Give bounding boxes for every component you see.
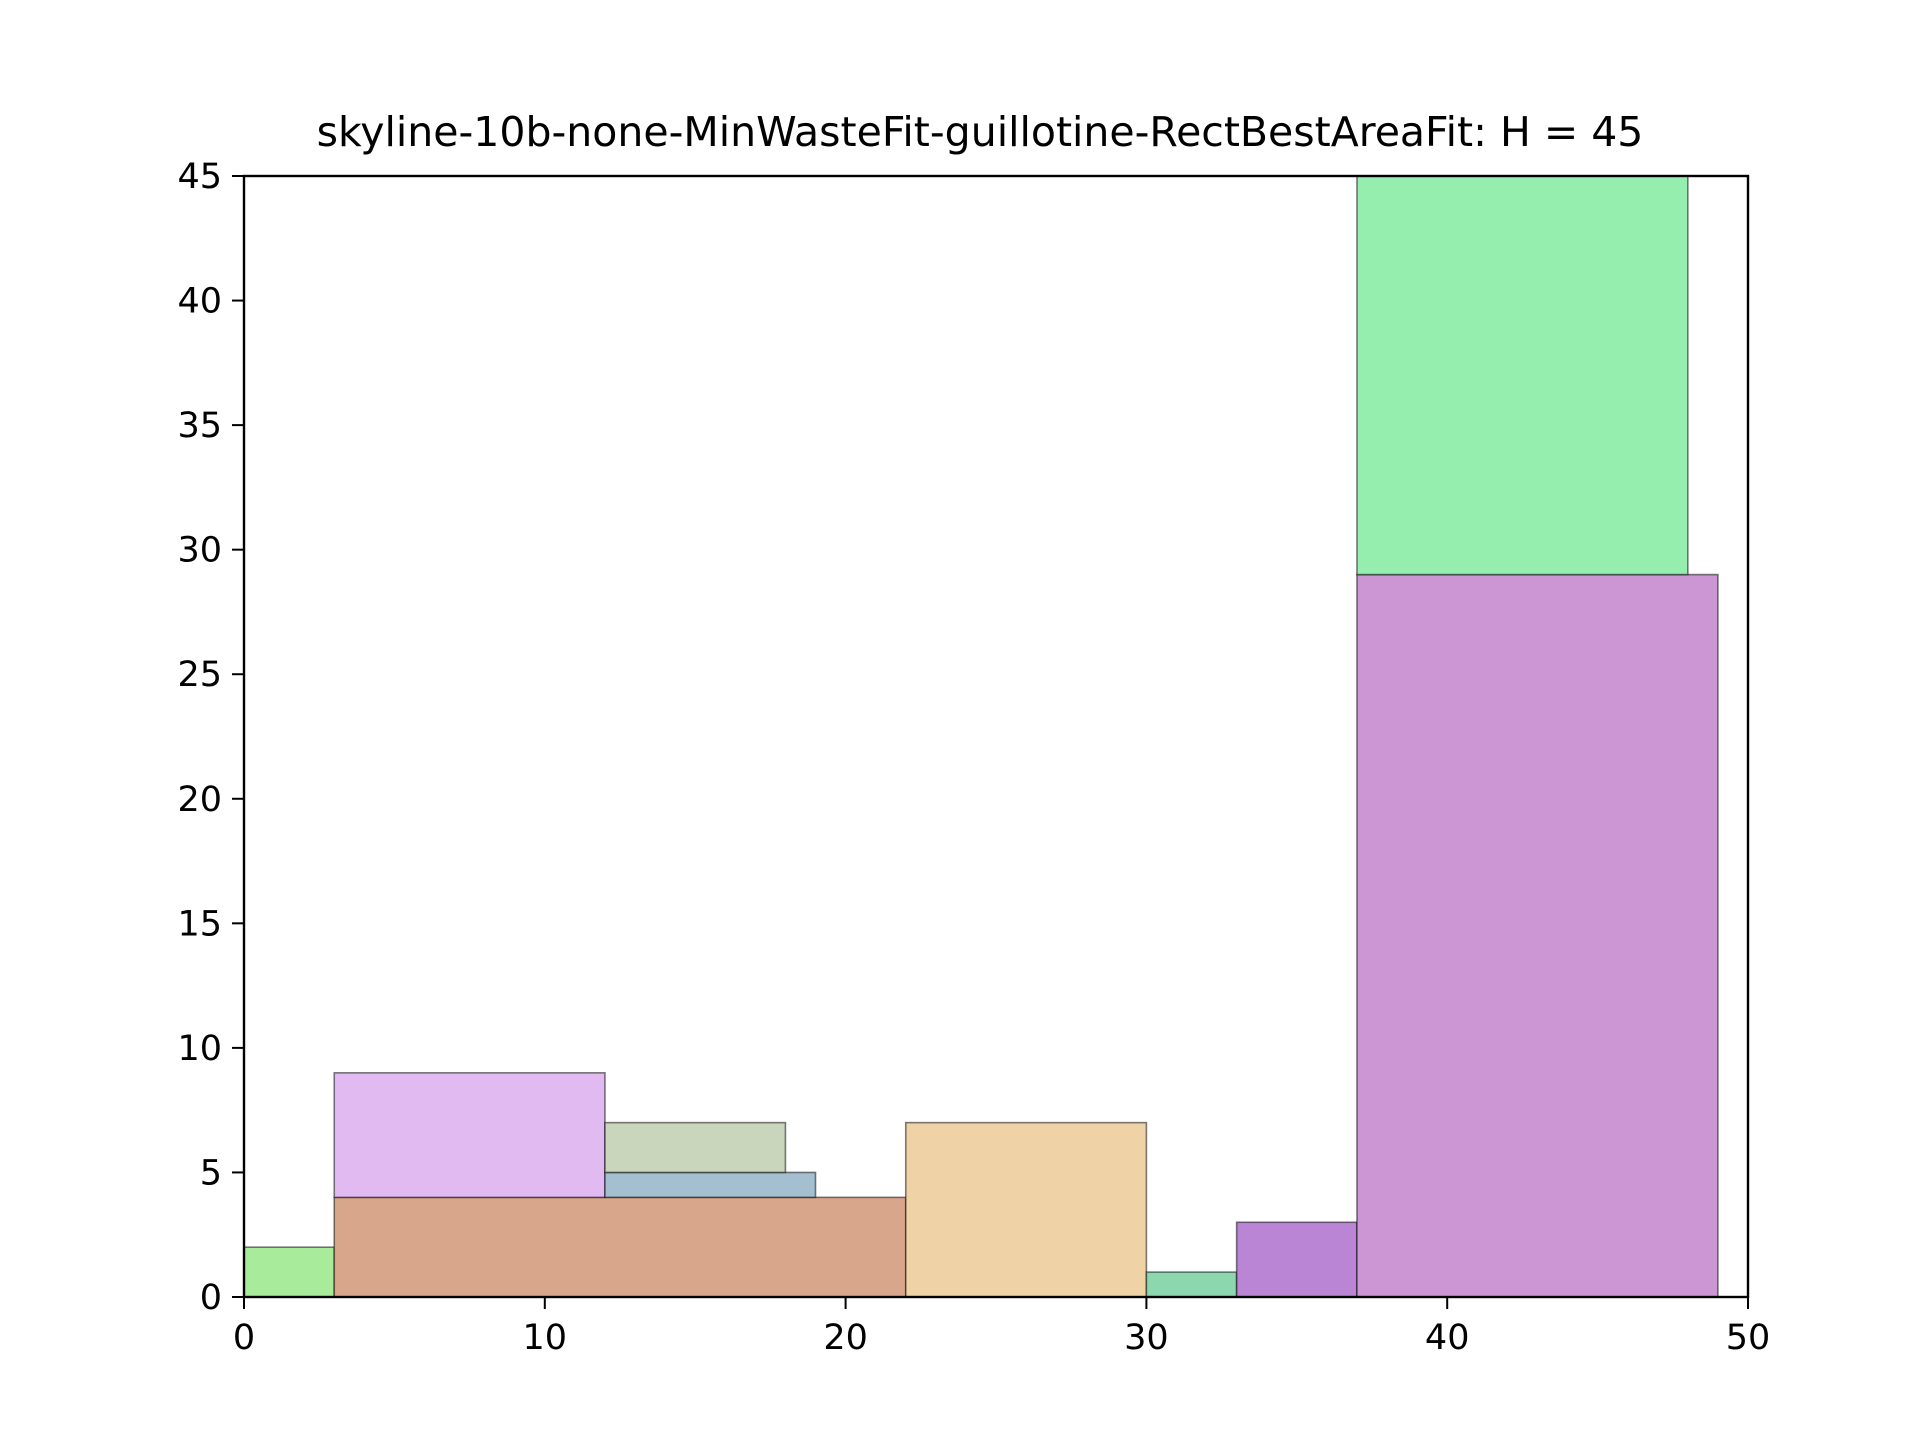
packed-rect-4 [604, 1171, 817, 1199]
packed-rectangles [243, 175, 1719, 1298]
packed-rect-3 [333, 1072, 606, 1199]
x-tick-label-5: 50 [1726, 1318, 1771, 1358]
y-tick-label-8: 40 [177, 282, 222, 322]
packed-rect-9 [1356, 573, 1719, 1298]
packed-rect-6 [904, 1121, 1148, 1298]
x-tick-label-0: 0 [233, 1318, 255, 1358]
packed-rect-7 [1145, 1271, 1238, 1298]
x-tick-label-4: 40 [1425, 1318, 1470, 1358]
y-tick-label-0: 0 [200, 1278, 222, 1318]
y-tick-label-5: 25 [177, 655, 222, 695]
x-axis-ticks: 0 10 20 30 40 50 [233, 1297, 1770, 1358]
plot-frame [242, 174, 1750, 1299]
chart-title: skyline-10b-none-MinWasteFit-guillotine-… [317, 108, 1644, 156]
y-tick-label-1: 5 [200, 1153, 222, 1193]
x-tick-label-3: 30 [1124, 1318, 1169, 1358]
y-tick-label-9: 45 [177, 157, 222, 197]
packed-rect-2 [333, 1196, 907, 1298]
y-tick-label-3: 15 [177, 904, 222, 944]
packed-rect-1 [243, 1246, 336, 1298]
y-tick-label-7: 35 [177, 406, 222, 446]
packed-rect-10 [1356, 175, 1689, 576]
y-tick-label-4: 20 [177, 780, 222, 820]
packed-rect-5 [604, 1121, 787, 1174]
y-tick-label-2: 10 [177, 1029, 222, 1069]
y-axis-ticks: 0 5 10 15 20 25 30 35 40 45 [177, 157, 244, 1318]
y-tick-label-6: 30 [177, 531, 222, 571]
x-tick-label-1: 10 [523, 1318, 568, 1358]
packed-rect-8 [1235, 1221, 1358, 1298]
x-tick-label-2: 20 [823, 1318, 868, 1358]
